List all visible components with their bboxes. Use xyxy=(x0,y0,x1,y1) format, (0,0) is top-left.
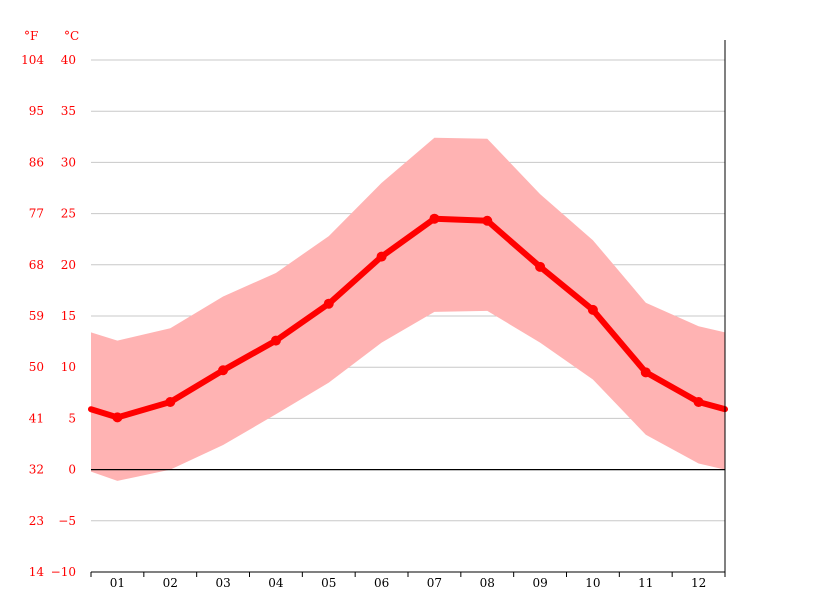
celsius-tick-label: 30 xyxy=(61,155,76,169)
month-label: 04 xyxy=(268,576,284,590)
mean-point xyxy=(693,397,704,408)
y-tick-labels: 104 40 95 35 86 30 77 25 68 20 59 15 50 10 41 5 32 0 23 −5 1… xyxy=(21,53,76,579)
fahrenheit-unit-label: °F xyxy=(24,29,38,43)
mean-point xyxy=(640,367,651,378)
mean-point xyxy=(535,261,546,272)
mean-temperature-points xyxy=(112,213,704,423)
celsius-tick-label: 10 xyxy=(61,360,76,374)
month-label: 01 xyxy=(110,576,125,590)
mean-temperature-line xyxy=(88,215,728,421)
celsius-tick-label: 25 xyxy=(61,207,76,221)
mean-point xyxy=(482,215,493,226)
celsius-tick-label: 20 xyxy=(61,258,76,272)
x-axis: 01 02 03 04 05 06 07 08 09 10 11 12 xyxy=(90,571,726,590)
fahrenheit-tick-label: 95 xyxy=(29,104,44,118)
mean-point xyxy=(376,251,387,262)
month-label: 11 xyxy=(638,576,653,590)
mean-point xyxy=(165,397,176,408)
fahrenheit-tick-label: 50 xyxy=(29,360,44,374)
celsius-tick-label: 40 xyxy=(61,53,76,67)
celsius-tick-label: −5 xyxy=(58,514,76,528)
month-label: 02 xyxy=(163,576,178,590)
month-label: 06 xyxy=(374,576,389,590)
fahrenheit-tick-label: 86 xyxy=(29,155,44,169)
mean-point xyxy=(112,412,123,423)
fahrenheit-tick-label: 68 xyxy=(29,258,44,272)
mean-point xyxy=(323,298,334,309)
month-label: 07 xyxy=(427,576,442,590)
celsius-tick-label: −10 xyxy=(51,565,76,579)
temperature-range-band xyxy=(91,137,725,481)
month-label: 10 xyxy=(585,576,600,590)
fahrenheit-tick-label: 41 xyxy=(29,411,44,425)
fahrenheit-tick-label: 59 xyxy=(29,309,44,323)
celsius-tick-label: 5 xyxy=(68,411,76,425)
fahrenheit-tick-label: 23 xyxy=(29,514,44,528)
fahrenheit-tick-label: 32 xyxy=(29,463,44,477)
celsius-unit-label: °C xyxy=(64,29,79,43)
mean-point xyxy=(429,213,440,224)
range-band-area xyxy=(91,137,725,481)
mean-line-path xyxy=(88,215,728,421)
month-label: 09 xyxy=(532,576,547,590)
celsius-tick-label: 0 xyxy=(68,463,76,477)
month-label: 08 xyxy=(480,576,495,590)
fahrenheit-tick-label: 14 xyxy=(29,565,45,579)
month-label: 05 xyxy=(321,576,336,590)
mean-point xyxy=(270,335,281,346)
month-label: 03 xyxy=(215,576,230,590)
mean-point xyxy=(587,304,598,315)
celsius-tick-label: 15 xyxy=(61,309,76,323)
fahrenheit-tick-label: 77 xyxy=(29,207,44,221)
mean-point xyxy=(218,365,229,376)
celsius-tick-label: 35 xyxy=(61,104,76,118)
fahrenheit-tick-label: 104 xyxy=(21,53,44,67)
month-label: 12 xyxy=(691,576,706,590)
